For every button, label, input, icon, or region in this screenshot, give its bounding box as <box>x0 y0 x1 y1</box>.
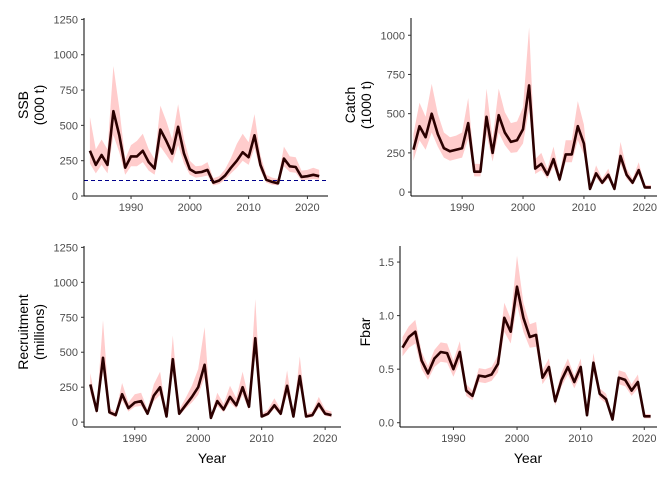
ssb-xtick-label: 1990 <box>119 202 143 214</box>
fbar-ytick-label: 1.0 <box>379 311 394 323</box>
recruitment-ylabel-line-1: Recruitment <box>15 294 31 370</box>
fbar-ytick-label: 1.5 <box>379 257 394 269</box>
panel-fbar: Fbar Year 0.0 0.5 1.0 1.5 1990 2000 2010 2020 <box>357 246 657 466</box>
recruitment-ylabel-line-2: (millions) <box>31 304 47 360</box>
recruitment-xlabel: Year <box>198 450 227 466</box>
catch-estimate-line <box>412 84 651 191</box>
recruitment-ytick-label: 1250 <box>54 242 78 254</box>
ssb-ytick-label: 500 <box>60 120 78 132</box>
recruitment-ytick-label: 1000 <box>54 277 78 289</box>
recruitment-ytick-label: 0 <box>72 417 78 429</box>
panel-catch: Catch (1000 t) 0 250 500 750 1000 1990 2000 201… <box>342 18 657 214</box>
fbar-xtick-label: 2020 <box>632 433 656 445</box>
ssb-ylabel-line-2: (000 t) <box>31 85 47 125</box>
catch-ylabel-line-2: (1000 t) <box>358 81 374 129</box>
catch-xtick-label: 2000 <box>511 202 535 214</box>
fbar-xtick-label: 2000 <box>505 433 529 445</box>
recruitment-ytick-label: 750 <box>60 312 78 324</box>
ssb-ytick-label: 0 <box>72 191 78 203</box>
fbar-ytick-label: 0.0 <box>379 418 394 430</box>
ssb-xtick-label: 2000 <box>178 202 202 214</box>
ssb-ytick-label: 1250 <box>54 14 78 26</box>
ssb-estimate-line <box>88 109 320 185</box>
fbar-xtick-label: 2010 <box>568 433 592 445</box>
fbar-xlabel: Year <box>514 450 543 466</box>
catch-xtick-label: 2010 <box>572 202 596 214</box>
catch-ytick-label: 250 <box>387 148 405 160</box>
ssb-ylabel-line-1: SSB <box>15 91 31 119</box>
recruitment-xtick-label: 2020 <box>313 433 337 445</box>
catch-ylabel-line-1: Catch <box>342 87 358 124</box>
recruitment-ytick-label: 250 <box>60 382 78 394</box>
panel-recruitment: Recruitment (millions) Year 0 250 500 750 10… <box>15 242 341 466</box>
fbar-xtick-label: 1990 <box>441 433 465 445</box>
recruitment-ytick-label: 500 <box>60 347 78 359</box>
catch-xtick-label: 1990 <box>450 202 474 214</box>
ssb-xtick-label: 2010 <box>236 202 260 214</box>
ssb-confidence-band <box>89 66 320 186</box>
recruitment-xtick-label: 2000 <box>186 433 210 445</box>
panel-ssb: SSB (000 t) 0 250 500 750 1000 1250 1990 2000 20… <box>15 14 328 214</box>
recruitment-xtick-label: 1990 <box>123 433 147 445</box>
catch-ytick-label: 1000 <box>381 30 405 42</box>
fbar-estimate-line <box>401 285 651 421</box>
catch-ytick-label: 0 <box>399 187 405 199</box>
catch-ytick-label: 500 <box>387 109 405 121</box>
catch-ytick-label: 750 <box>387 69 405 81</box>
ssb-ytick-label: 750 <box>60 85 78 97</box>
recruitment-xtick-label: 2010 <box>249 433 273 445</box>
ssb-ytick-label: 1000 <box>54 50 78 62</box>
recruitment-estimate-line <box>89 336 332 420</box>
catch-xtick-label: 2020 <box>633 202 657 214</box>
ssb-xtick-label: 2020 <box>295 202 319 214</box>
fbar-ylabel-line-1: Fbar <box>357 317 373 346</box>
fbar-ytick-label: 0.5 <box>379 364 394 376</box>
ssb-ytick-label: 250 <box>60 156 78 168</box>
